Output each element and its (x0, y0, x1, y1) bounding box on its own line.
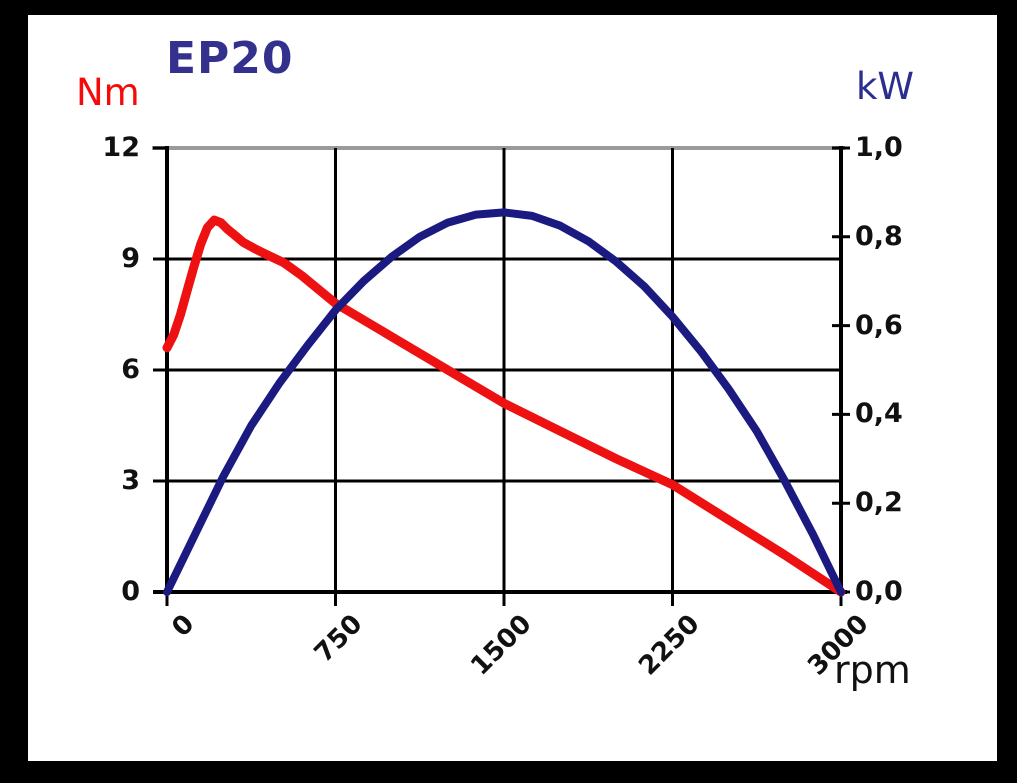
right-axis-tick-label: 0,6 (855, 309, 903, 341)
figure-panel: EP20 Nm kW rpm 12 9 6 3 0 1,0 0,8 0,6 0,4 0,2 0,0… (28, 15, 997, 761)
left-axis-tick-label: 3 (121, 465, 140, 496)
right-axis-tick-label: 0,8 (855, 220, 903, 252)
chart-canvas (152, 146, 850, 606)
right-axis-tick-label: 0,0 (855, 576, 903, 607)
right-axis-tick-label: 0,4 (855, 398, 903, 430)
power-curve (163, 208, 845, 596)
left-axis-tick-label: 0 (121, 576, 140, 607)
x-axis-unit-label: rpm (834, 648, 911, 692)
torque-curve (162, 215, 846, 597)
left-axis-tick-label: 6 (121, 354, 140, 385)
left-axis-tick-label: 12 (102, 132, 140, 163)
right-axis-unit-label: kW (856, 65, 915, 108)
right-axis-tick-label: 1,0 (855, 132, 903, 163)
chart-title: EP20 (166, 33, 294, 84)
left-axis-tick-label: 9 (121, 243, 140, 274)
left-axis-unit-label: Nm (76, 71, 140, 114)
right-axis-tick-label: 0,2 (855, 487, 903, 519)
